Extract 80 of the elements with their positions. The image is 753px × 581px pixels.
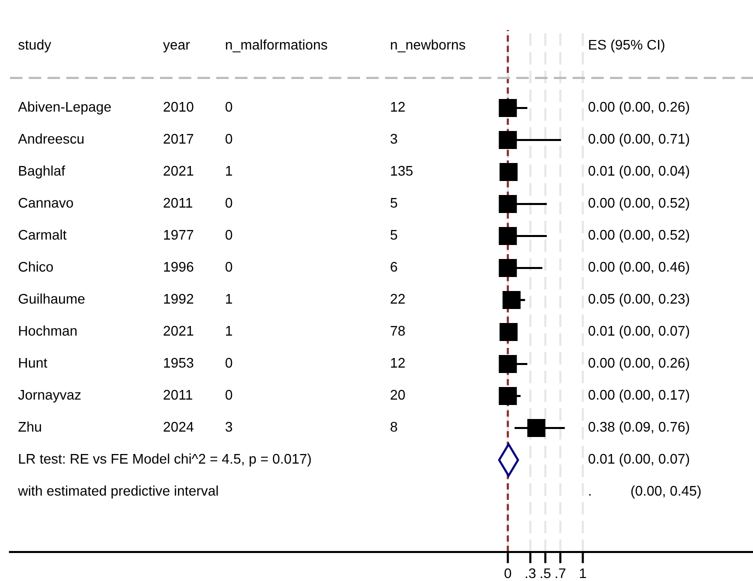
annotation: 2011 (164, 390, 192, 400)
point (500, 322, 518, 342)
point (498, 258, 517, 278)
annotation: 0 (226, 358, 232, 368)
text: ES (95% CI) (589, 39, 664, 52)
text: n_newborns (390, 39, 466, 52)
annotation: 5 (390, 198, 398, 208)
annotation: 2010 (164, 102, 194, 112)
annotation: 1992 (164, 294, 194, 304)
x-tick-label: 1 (580, 568, 586, 578)
annotation: 0.00 (0.00, 0.46) (588, 262, 690, 274)
annotation: 0.00 (0.00, 0.26) (588, 102, 690, 114)
point (498, 226, 517, 246)
annotation: 135 (391, 166, 413, 176)
annotation: 2011 (164, 198, 192, 208)
y-tick-label: Abiven-Lepage (18, 102, 111, 114)
annotation: 1 (226, 294, 232, 304)
annotation: 0.00 (0.00, 0.52) (588, 198, 690, 210)
annotation: 0.00 (0.00, 0.26) (588, 358, 690, 370)
annotation: 1 (226, 166, 232, 176)
text: study (18, 39, 52, 52)
annotation: 12 (391, 102, 405, 112)
point (500, 162, 518, 182)
annotation: 5 (390, 230, 398, 240)
annotation: 12 (391, 358, 405, 368)
x-tick-label: .7 (556, 568, 566, 578)
point (527, 418, 546, 438)
annotation: 0 (226, 102, 232, 112)
annotation: 0.00 (0.00, 0.52) (588, 230, 690, 242)
y-tick-label: Carmalt (18, 230, 67, 240)
point (498, 130, 517, 150)
annotation: 0.01 (0.00, 0.07) (588, 454, 690, 466)
text: year (163, 42, 190, 52)
point (498, 354, 517, 374)
y-tick-label: Baghlaf (19, 166, 66, 178)
y-tick-label: LR test: RE vs FE Model chi^2 = 4.5, p = 0.017) (19, 454, 311, 466)
x-tick-label: 0 (504, 568, 512, 578)
annotation: 0.00 (0.00, 0.71) (588, 134, 690, 146)
point (498, 98, 517, 118)
annotation: 0 (226, 230, 232, 240)
annotation: 0 (226, 198, 232, 208)
point (498, 386, 517, 406)
annotation: 3 (226, 422, 232, 432)
annotation: 0.00 (0.00, 0.17) (588, 390, 690, 402)
annotation: 6 (390, 262, 398, 272)
annotation: 2024 (164, 422, 194, 432)
annotation: 1 (226, 326, 232, 336)
x-tick-label: .3 (526, 568, 536, 578)
point (502, 290, 521, 310)
annotation: 78 (390, 326, 405, 336)
y-tick-label: Cannavo (18, 198, 74, 208)
y-tick-label: Chico (18, 262, 53, 272)
annotation: 0.38 (0.09, 0.76) (588, 422, 690, 434)
annotation: 8 (390, 422, 398, 432)
annotation: 22 (390, 294, 405, 304)
annotation: . (0.00, 0.45) (589, 486, 701, 498)
annotation: 2017 (164, 134, 194, 144)
y-tick-label: Andreescu (18, 134, 84, 144)
annotation: 0 (226, 262, 232, 272)
annotation: 0.01 (0.00, 0.07) (588, 326, 690, 338)
annotation: 0.01 (0.00, 0.04) (588, 166, 690, 178)
annotation: 3 (390, 134, 398, 144)
annotation: 2021 (164, 326, 194, 336)
y-tick-label: Jornayvaz (18, 390, 81, 402)
point (498, 194, 517, 214)
y-tick-label: Hunt (19, 358, 48, 368)
annotation: 1977 (164, 230, 194, 240)
y-tick-label: Guilhaume (18, 294, 85, 304)
x-tick-label: .5 (540, 568, 551, 578)
annotation: 1996 (164, 262, 194, 272)
y-tick-label: Zhu (18, 422, 42, 432)
annotation: 2021 (164, 166, 194, 176)
y-tick-label: Hochman (19, 326, 77, 336)
annotation: 1953 (164, 358, 194, 368)
y-tick-label: with estimated predictive interval (18, 486, 218, 498)
annotation: 20 (390, 390, 405, 400)
annotation: 0 (226, 134, 232, 144)
annotation: 0.05 (0.00, 0.23) (588, 294, 690, 306)
text: n_malformations (226, 39, 328, 52)
annotation: 0 (226, 390, 232, 400)
